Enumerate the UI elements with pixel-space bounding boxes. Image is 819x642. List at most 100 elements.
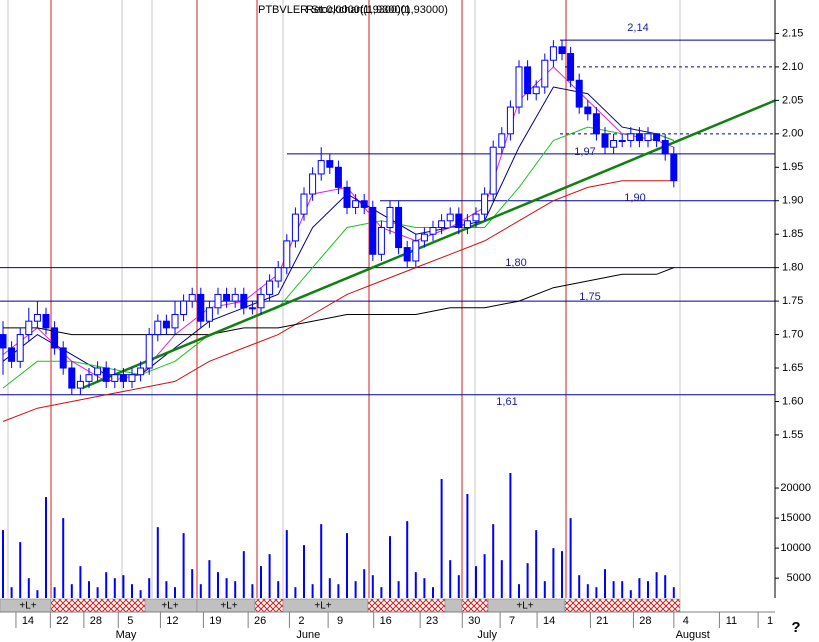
month-label: May xyxy=(116,629,137,641)
chart-subtitle: Ret:0,0000(1,9300)(1,93000) xyxy=(306,4,448,16)
x-tick-label: 12 xyxy=(166,615,178,627)
candle-body xyxy=(463,220,471,228)
candle-body xyxy=(670,153,678,182)
x-tick-label: 26 xyxy=(254,615,266,627)
candle-body xyxy=(248,307,256,310)
month-gridlines xyxy=(7,0,681,598)
y-tick-label: 1.95 xyxy=(782,161,803,173)
chart-title: PTBVLER Stockchart(1,93000) xyxy=(258,4,410,16)
y-tick-label: 2.05 xyxy=(782,94,803,106)
level-label: 1,61 xyxy=(496,396,517,408)
candle-body xyxy=(326,160,334,168)
y-tick-label: 1.80 xyxy=(782,262,803,274)
x-tick-label: 19 xyxy=(209,615,221,627)
candle-body xyxy=(446,213,454,222)
x-tick-label: 5 xyxy=(127,615,133,627)
candle-body xyxy=(85,374,93,382)
candle-body xyxy=(360,200,368,208)
y-tick-label: 1.90 xyxy=(782,195,803,207)
x-tick-label: 11 xyxy=(726,615,737,627)
y-tick-label: 2.00 xyxy=(782,128,803,140)
candle-body xyxy=(223,293,231,302)
candle-body xyxy=(653,133,661,142)
volume-tick-label: 10000 xyxy=(780,542,811,554)
candle-body xyxy=(33,313,41,322)
candle-body xyxy=(128,374,136,382)
signal-label: +L+ xyxy=(314,601,331,612)
level-label: 1,90 xyxy=(624,192,645,204)
candle-body xyxy=(214,293,222,309)
candle-body xyxy=(231,293,239,302)
candle-body xyxy=(395,206,403,249)
candle-body xyxy=(506,106,514,135)
x-tick-label: 7 xyxy=(509,615,515,627)
candle-body xyxy=(515,66,523,108)
candle-body xyxy=(154,320,162,336)
candle-body xyxy=(369,206,377,255)
candle-body xyxy=(403,247,411,262)
candle-body xyxy=(635,133,643,142)
candle-body xyxy=(8,347,16,362)
x-tick-label: 28 xyxy=(639,615,651,627)
candle-body xyxy=(386,206,394,228)
y-tick-label: 1.55 xyxy=(782,429,803,441)
candle-body xyxy=(283,240,291,269)
x-tick-label: 21 xyxy=(596,615,608,627)
candle-body xyxy=(188,293,196,302)
y-tick-label: 1.85 xyxy=(782,228,803,240)
candle-body xyxy=(524,66,532,95)
candle-body xyxy=(205,307,213,322)
candle-body xyxy=(498,133,506,148)
candle-body xyxy=(197,293,205,322)
volume-tick-label: 15000 xyxy=(780,512,811,524)
month-label: July xyxy=(477,629,497,641)
candle-body xyxy=(162,320,170,329)
y-tick-label: 2.10 xyxy=(782,61,803,73)
x-tick-label: 4 xyxy=(683,615,689,627)
candle-body xyxy=(575,79,583,108)
level-label: 1,75 xyxy=(579,291,600,303)
candle-body xyxy=(618,140,626,143)
candle-body xyxy=(274,267,282,282)
candle-body xyxy=(145,334,153,369)
candle-body xyxy=(472,213,480,222)
candle-body xyxy=(257,293,265,309)
candle-body xyxy=(317,160,325,175)
signal-label: +L+ xyxy=(19,601,36,612)
candle-body xyxy=(111,374,119,382)
signal-label: +L+ xyxy=(220,601,237,612)
x-tick-label: 1 xyxy=(767,615,773,627)
candle-body xyxy=(300,193,308,215)
candle-body xyxy=(549,46,557,61)
candle-body xyxy=(0,334,7,349)
candle-body xyxy=(627,133,635,142)
candle-body xyxy=(558,46,566,55)
candle-body xyxy=(240,293,248,309)
candle-body xyxy=(438,220,446,228)
candle-body xyxy=(16,334,24,362)
candle-body xyxy=(489,146,497,195)
candle-body xyxy=(541,59,549,88)
candle-body xyxy=(601,133,609,148)
help-button[interactable]: ? xyxy=(791,619,800,636)
x-tick-label: 30 xyxy=(468,615,480,627)
candle-body xyxy=(180,300,188,315)
candle-body xyxy=(309,173,317,195)
candle-body xyxy=(59,347,67,369)
candle-body xyxy=(51,327,59,349)
y-tick-label: 1.75 xyxy=(782,295,803,307)
trendline xyxy=(81,99,776,390)
candle-body xyxy=(102,367,110,382)
candle-body xyxy=(532,86,540,95)
x-tick-label: 28 xyxy=(90,615,102,627)
plot xyxy=(0,39,776,598)
candle-body xyxy=(171,313,179,329)
candle-body xyxy=(352,200,360,208)
moving-average xyxy=(3,267,674,336)
month-label: June xyxy=(296,629,320,641)
candle-body xyxy=(343,186,351,208)
candle-body xyxy=(119,374,127,382)
level-label: 1,97 xyxy=(574,146,595,158)
